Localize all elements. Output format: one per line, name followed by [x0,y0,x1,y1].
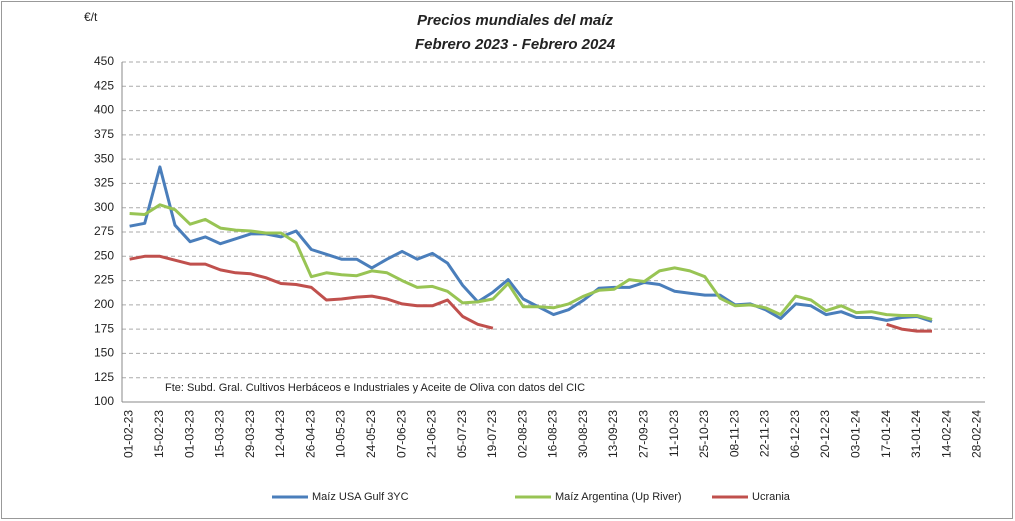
y-axis-label: €/t [84,10,98,24]
x-tick-label: 20-12-23 [818,410,832,458]
y-tick-label: 250 [94,248,114,262]
x-tick-label: 21-06-23 [425,410,439,458]
x-tick-label: 22-11-23 [758,410,772,457]
y-tick-label: 125 [94,370,114,384]
source-note: Fte: Subd. Gral. Cultivos Herbáceos e In… [165,382,585,394]
x-tick-label: 27-09-23 [637,410,651,458]
y-tick-label: 175 [94,321,114,335]
chart-subtitle: Febrero 2023 - Febrero 2024 [415,36,616,53]
x-tick-label: 01-03-23 [182,410,196,458]
y-tick-label: 275 [94,224,114,238]
y-tick-label: 100 [94,394,114,408]
x-tick-label: 19-07-23 [485,410,499,458]
x-tick-label: 08-11-23 [727,410,741,457]
y-tick-label: 325 [94,176,114,190]
x-tick-label: 01-02-23 [122,410,136,458]
x-tick-label: 14-02-24 [939,410,953,458]
x-tick-label: 17-01-24 [879,410,893,458]
y-tick-label: 450 [94,54,114,68]
x-tick-label: 05-07-23 [455,410,469,458]
x-tick-label: 15-02-23 [152,410,166,458]
x-tick-label: 31-01-24 [909,410,923,458]
x-tick-label: 26-04-23 [303,410,317,458]
legend-label: Ucrania [752,491,791,503]
x-tick-label: 06-12-23 [788,410,802,458]
series-line [129,203,933,321]
y-tick-label: 400 [94,103,114,117]
legend-label: Maíz Argentina (Up River) [555,491,682,503]
x-tick-label: 25-10-23 [697,410,711,458]
y-tick-label: 300 [94,200,114,214]
legend-label: Maíz USA Gulf 3YC [312,491,409,503]
y-tick-label: 150 [94,346,114,360]
x-tick-label: 12-04-23 [273,410,287,458]
y-tick-label: 200 [94,297,114,311]
x-tick-label: 15-03-23 [213,410,227,458]
x-tick-label: 24-05-23 [364,410,378,458]
x-tick-label: 07-06-23 [394,410,408,458]
series-line [129,165,933,323]
y-tick-label: 375 [94,127,114,141]
x-tick-label: 30-08-23 [576,410,590,458]
chart-title: Precios mundiales del maíz [417,12,613,29]
x-tick-label: 03-01-24 [848,410,862,458]
x-tick-label: 02-08-23 [515,410,529,458]
x-tick-label: 10-05-23 [334,410,348,458]
x-tick-label: 13-09-23 [606,410,620,458]
y-tick-label: 425 [94,78,114,92]
x-tick-label: 28-02-24 [970,410,984,458]
series-line [129,254,932,333]
y-tick-label: 350 [94,151,114,165]
x-tick-label: 11-10-23 [667,410,681,457]
x-tick-label: 16-08-23 [546,410,560,458]
y-tick-label: 225 [94,273,114,287]
x-tick-label: 29-03-23 [243,410,257,458]
